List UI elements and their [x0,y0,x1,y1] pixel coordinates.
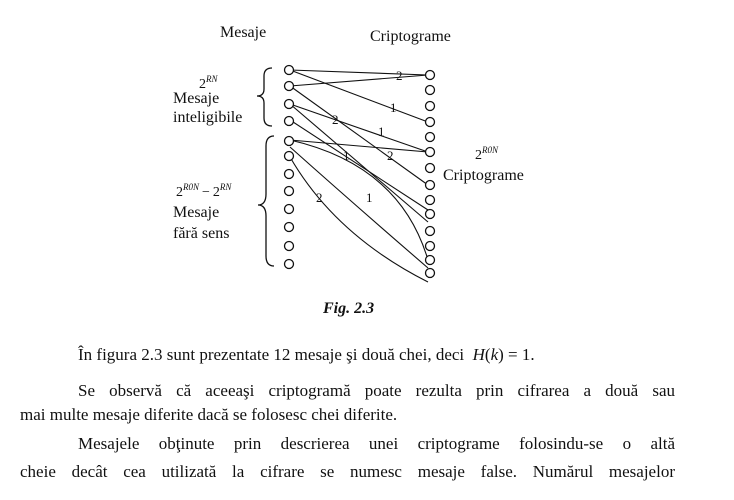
formula-paren: ( [484,345,491,364]
cryptogram-node [424,208,436,220]
intelligible-label-line1: Mesaje [173,90,219,107]
cryptogram-node [424,179,436,191]
cryptogram-node [424,267,436,279]
message-node [283,98,295,110]
edge-key-label: 1 [390,100,397,115]
intelligible-brace [256,67,273,127]
edge [289,69,429,76]
nonsense-label-line2: fără sens [173,225,229,242]
message-node [283,115,295,127]
edge [289,119,429,211]
intelligible-count: 2RN [199,74,218,92]
paragraph-figure-intro-text: În figura 2.3 sunt prezentate 12 mesaje … [78,345,465,364]
cryptogram-node [424,69,436,81]
edge [289,103,429,153]
edge-key-label: 1 [378,124,385,139]
cryptogram-node [424,194,436,206]
crypto-count: 2R0N [475,145,499,163]
nonsense-count: 2R0N −2RN [176,182,232,200]
paragraph-figure-intro: În figura 2.3 sunt prezentate 12 mesaje … [78,345,535,365]
cryptograms-header: Criptograme [370,28,451,45]
edge [289,139,429,261]
figure-caption: Fig. 2.3 [322,300,374,317]
formula-k: k [490,345,499,364]
message-node [283,168,295,180]
message-node [283,80,295,92]
message-node [283,258,295,270]
crypto-label: Criptograme [443,167,524,184]
cryptogram-node [424,225,436,237]
cipher-diagram: Mesaje Criptograme 2RN Mesaje inteligibi… [173,24,524,317]
paragraph-observation-line2: mai multe mesaje diferite dacă se folose… [20,405,398,424]
cryptogram-node [424,100,436,112]
cryptogram-node [424,116,436,128]
intelligible-label-line2: inteligibile [173,109,242,126]
edge-key-label: 2 [387,148,394,163]
paragraph-observation-line1: Se observă că aceeaşi criptogramă poate … [78,381,675,400]
paragraph-false-messages-line2: cheie decât cea utilizată la cifrare se … [20,462,675,481]
edge-key-label: 2 [316,190,323,205]
edge-key-label: 2 [396,68,403,83]
cryptogram-node [424,254,436,266]
edge [289,103,429,223]
formula-rest: ) = 1. [498,345,535,364]
edge-key-label: 1 [343,148,350,163]
cryptogram-node [424,131,436,143]
cryptogram-node [424,146,436,158]
edge [289,156,429,283]
edge-key-label: 1 [366,190,373,205]
edge [289,85,429,186]
message-node [283,240,295,252]
cryptogram-node [424,162,436,174]
paragraph-false-messages-line1: Mesajele obţinute prin descrierea unei c… [78,434,675,453]
message-node [283,135,295,147]
message-node [283,185,295,197]
edge [289,69,429,123]
edge-key-label: 2 [332,112,339,127]
messages-header: Mesaje [220,24,266,41]
edge [289,74,429,87]
formula-h: H [472,345,485,364]
message-node [283,203,295,215]
message-node [283,64,295,76]
cryptogram-node [424,84,436,96]
message-node [283,221,295,233]
message-node [283,150,295,162]
edge [289,139,429,153]
nonsense-label-line1: Mesaje [173,204,219,221]
edge [289,146,429,269]
nonsense-brace [257,135,275,267]
cryptogram-node [424,240,436,252]
